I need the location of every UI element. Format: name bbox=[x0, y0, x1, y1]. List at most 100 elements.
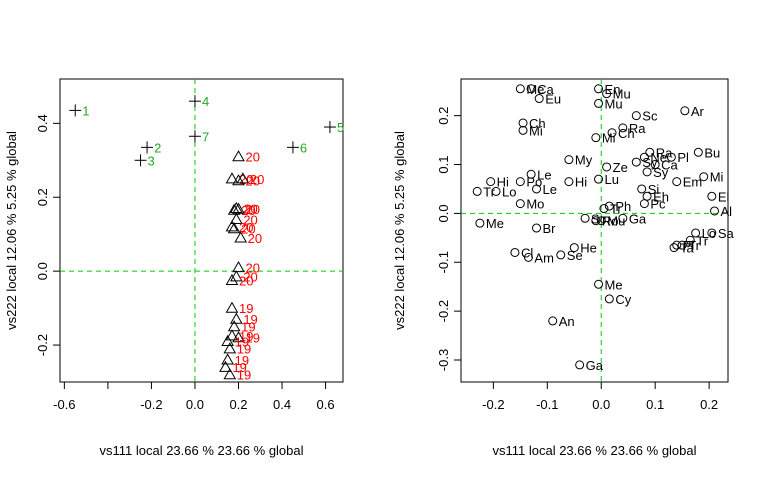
point-label: 20 bbox=[243, 201, 257, 216]
right-reference-lines bbox=[461, 79, 728, 382]
point-label: Am bbox=[534, 250, 554, 265]
point-label: Mi bbox=[529, 123, 543, 138]
point-label: 19 bbox=[243, 312, 257, 327]
triangle-marker bbox=[225, 273, 239, 286]
triangle-marker bbox=[225, 220, 239, 232]
point-label: 20 bbox=[250, 172, 264, 187]
circle-marker bbox=[532, 184, 542, 194]
circle-marker bbox=[680, 106, 690, 116]
triangle-marker bbox=[232, 202, 245, 214]
circle-marker bbox=[591, 216, 601, 226]
left-y-tick-label: -0.2 bbox=[35, 334, 50, 356]
point-label: 20 bbox=[246, 174, 260, 189]
circle-marker bbox=[672, 177, 682, 187]
circle-marker bbox=[594, 279, 604, 289]
point-label: An bbox=[559, 314, 575, 329]
triangle-marker bbox=[219, 360, 232, 372]
point-label: Ga bbox=[629, 211, 647, 226]
circle-marker bbox=[691, 228, 701, 238]
point-label: Mi bbox=[602, 131, 616, 146]
circle-marker bbox=[510, 247, 520, 257]
triangle-marker bbox=[223, 342, 237, 354]
right-x-tick-label: 0.2 bbox=[700, 397, 718, 412]
point-label: 20 bbox=[241, 222, 255, 237]
point-label: Ch bbox=[618, 126, 635, 141]
left-x-tick-label: 0.0 bbox=[186, 397, 204, 412]
triangle-marker bbox=[225, 172, 239, 184]
point-label: Cy bbox=[615, 292, 631, 307]
point-label: 20 bbox=[243, 212, 257, 227]
right-y-tick-label: 0.2 bbox=[436, 107, 451, 125]
right-scatter-panel: vs111 local 23.66 % 23.66 % global vs222… bbox=[392, 78, 734, 458]
point-label: 3 bbox=[148, 153, 155, 168]
right-plot-area bbox=[460, 78, 729, 383]
circle-marker bbox=[637, 184, 647, 194]
point-label: 20 bbox=[246, 202, 260, 217]
point-label: Ca bbox=[661, 158, 678, 173]
triangle-marker bbox=[229, 201, 243, 213]
circle-marker bbox=[534, 94, 544, 104]
left-plot-area bbox=[59, 78, 344, 383]
point-label: Ra bbox=[629, 121, 646, 136]
circle-marker bbox=[594, 98, 604, 108]
circle-marker bbox=[669, 243, 679, 253]
triangle-marker bbox=[227, 320, 241, 332]
right-plot-frame bbox=[460, 78, 729, 383]
circle-marker bbox=[602, 89, 612, 99]
plus-marker bbox=[134, 154, 147, 167]
triangle-marker bbox=[232, 260, 245, 273]
point-label: Tr bbox=[696, 233, 708, 248]
point-label: 20 bbox=[246, 260, 260, 275]
circle-marker bbox=[475, 218, 485, 228]
point-label: Mi bbox=[710, 170, 724, 185]
circle-marker bbox=[518, 125, 528, 135]
left-y-tick-label: 0.2 bbox=[35, 188, 50, 206]
point-label: 19 bbox=[246, 331, 260, 346]
circle-marker bbox=[693, 147, 703, 157]
circle-marker bbox=[515, 84, 525, 94]
point-label: Ne bbox=[650, 150, 667, 165]
circle-marker bbox=[672, 240, 682, 250]
circle-marker bbox=[575, 360, 585, 370]
left-x-tick-label: 0.4 bbox=[273, 397, 291, 412]
point-label: Ph bbox=[615, 199, 631, 214]
left-plot-frame bbox=[59, 78, 344, 383]
circle-marker bbox=[548, 316, 558, 326]
point-label: 5 bbox=[337, 120, 344, 135]
left-data-points: 1234567202020202020202020202020202019191… bbox=[69, 94, 344, 383]
circle-marker bbox=[710, 206, 720, 216]
point-label: 7 bbox=[202, 129, 209, 144]
triangle-marker bbox=[232, 174, 245, 186]
circle-marker bbox=[639, 152, 649, 162]
triangle-marker bbox=[227, 203, 241, 215]
right-y-tick-label: -0.1 bbox=[436, 251, 451, 273]
point-label: 1 bbox=[82, 103, 89, 118]
point-label: 19 bbox=[237, 342, 251, 357]
point-label: En bbox=[605, 82, 621, 97]
plus-marker bbox=[188, 95, 201, 108]
circle-marker bbox=[486, 177, 496, 187]
point-label: Lo bbox=[502, 184, 516, 199]
point-label: Lu bbox=[605, 172, 619, 187]
point-label: El bbox=[718, 189, 730, 204]
circle-marker bbox=[602, 162, 612, 172]
circle-marker bbox=[618, 123, 628, 133]
point-label: 20 bbox=[239, 273, 253, 288]
point-label: Po bbox=[526, 175, 542, 190]
point-label: He bbox=[580, 241, 597, 256]
point-label: Br bbox=[543, 221, 557, 236]
left-y-tick-label: 0.0 bbox=[35, 262, 50, 280]
point-label: Ga bbox=[586, 358, 604, 373]
point-label: Se bbox=[567, 248, 583, 263]
circle-marker bbox=[618, 213, 628, 223]
circle-marker bbox=[666, 152, 676, 162]
point-label: Eh bbox=[653, 189, 669, 204]
point-label: Cl bbox=[521, 245, 533, 260]
left-x-tick-label: 0.2 bbox=[229, 397, 247, 412]
triangle-marker bbox=[229, 270, 243, 282]
point-label: 19 bbox=[235, 353, 249, 368]
circle-marker bbox=[607, 128, 617, 138]
right-x-tick-label: -0.1 bbox=[536, 397, 558, 412]
triangle-marker bbox=[225, 329, 239, 341]
right-x-tick-label: 0.1 bbox=[646, 397, 664, 412]
